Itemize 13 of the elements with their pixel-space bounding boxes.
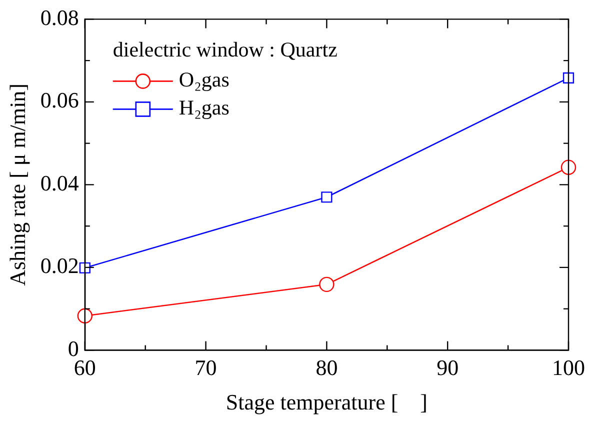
y-tick-label: 0.08	[40, 4, 79, 30]
y-axis-title: Ashing rate [ μ m/min]	[4, 83, 30, 286]
x-axis-title: Stage temperature [ ]	[226, 390, 428, 415]
x-tick-label: 80	[316, 355, 338, 380]
y-tick-label: 0.02	[40, 253, 79, 278]
y-tick-label: 0.04	[40, 170, 79, 196]
legend-title: dielectric window : Quartz	[112, 38, 338, 62]
legend-label: O₂gas	[178, 68, 230, 92]
x-tick-label: 100	[552, 355, 585, 380]
x-tick-label: 70	[194, 355, 217, 380]
legend-label: H₂gas	[178, 96, 230, 120]
x-tick-label: 90	[436, 355, 459, 380]
y-tick-label: 0.06	[40, 88, 79, 113]
